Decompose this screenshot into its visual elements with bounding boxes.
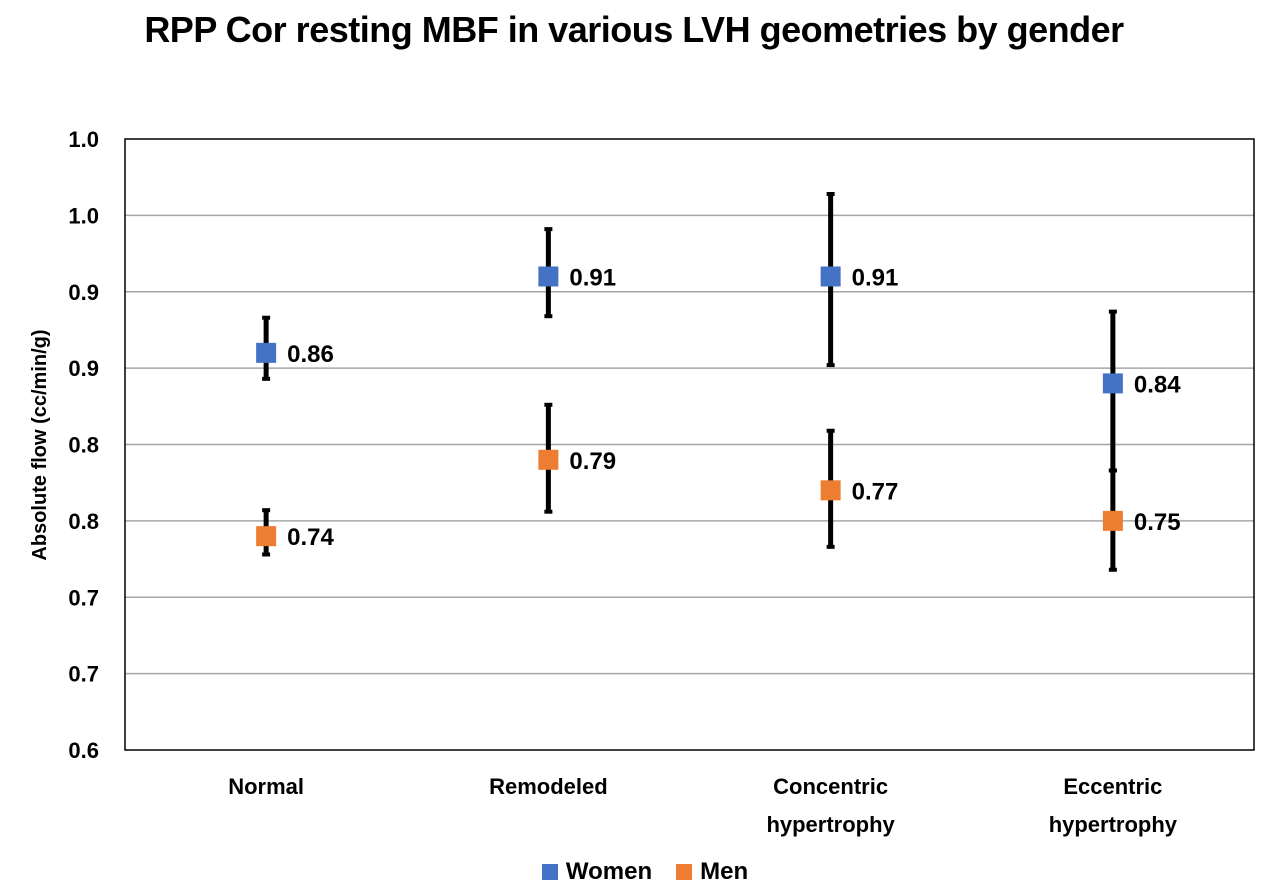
data-label: 0.75 — [1134, 509, 1181, 536]
chart-title: RPP Cor resting MBF in various LVH geome… — [144, 9, 1124, 50]
data-point-men — [820, 480, 841, 501]
legend-label: Men — [700, 858, 749, 885]
legend-item-men: Men — [676, 858, 748, 886]
y-tick-label: 1.0 — [68, 127, 99, 152]
legend-label: Women — [565, 858, 653, 885]
x-category-label: Remodeled — [489, 774, 608, 799]
data-label: 0.84 — [1134, 371, 1181, 398]
data-point-men — [1102, 510, 1123, 531]
legend-swatch — [541, 864, 558, 880]
data-label: 0.77 — [852, 478, 899, 505]
y-tick-label: 0.8 — [68, 509, 99, 534]
data-labels: 0.86 0.91 0.91 0.84 0.74 0.79 0.77 0.75 — [287, 264, 1181, 551]
data-label: 0.79 — [569, 448, 616, 475]
y-axis-label: Absolute flow (cc/min/g) — [29, 329, 51, 560]
data-point-women — [256, 342, 277, 363]
data-point-men — [256, 526, 277, 547]
x-category-label: Normal — [228, 774, 304, 799]
data-points — [256, 266, 1123, 547]
y-tick-label: 0.7 — [68, 585, 99, 610]
data-label: 0.91 — [569, 264, 616, 291]
data-point-men — [538, 449, 559, 470]
y-tick-label: 0.7 — [68, 662, 99, 687]
y-tick-label: 0.6 — [68, 738, 99, 763]
gridlines — [125, 214, 1254, 675]
data-point-women — [538, 266, 559, 287]
data-point-women — [820, 266, 841, 287]
plot-area-border — [124, 138, 1255, 751]
y-tick-label: 0.9 — [68, 280, 99, 305]
legend-swatch — [676, 864, 693, 880]
x-axis-categories: Normal Remodeled Concentric hypertrophy Ecce… — [228, 774, 1178, 837]
legend-item-women: Women — [541, 858, 653, 886]
legend: Women Men — [0, 858, 1280, 886]
data-point-women — [1102, 373, 1123, 394]
data-label: 0.86 — [287, 341, 334, 368]
x-category-label: Concentric hypertrophy — [766, 774, 895, 837]
y-axis-ticks: 1.0 1.0 0.9 0.9 0.8 0.8 0.7 0.7 0.6 — [68, 127, 99, 763]
x-category-label: Eccentric hypertrophy — [1049, 774, 1178, 837]
y-tick-label: 0.8 — [68, 433, 99, 458]
data-label: 0.74 — [287, 524, 334, 551]
y-tick-label: 0.9 — [68, 356, 99, 381]
y-tick-label: 1.0 — [68, 203, 99, 228]
error-bars — [262, 191, 1117, 572]
data-label: 0.91 — [852, 264, 899, 291]
